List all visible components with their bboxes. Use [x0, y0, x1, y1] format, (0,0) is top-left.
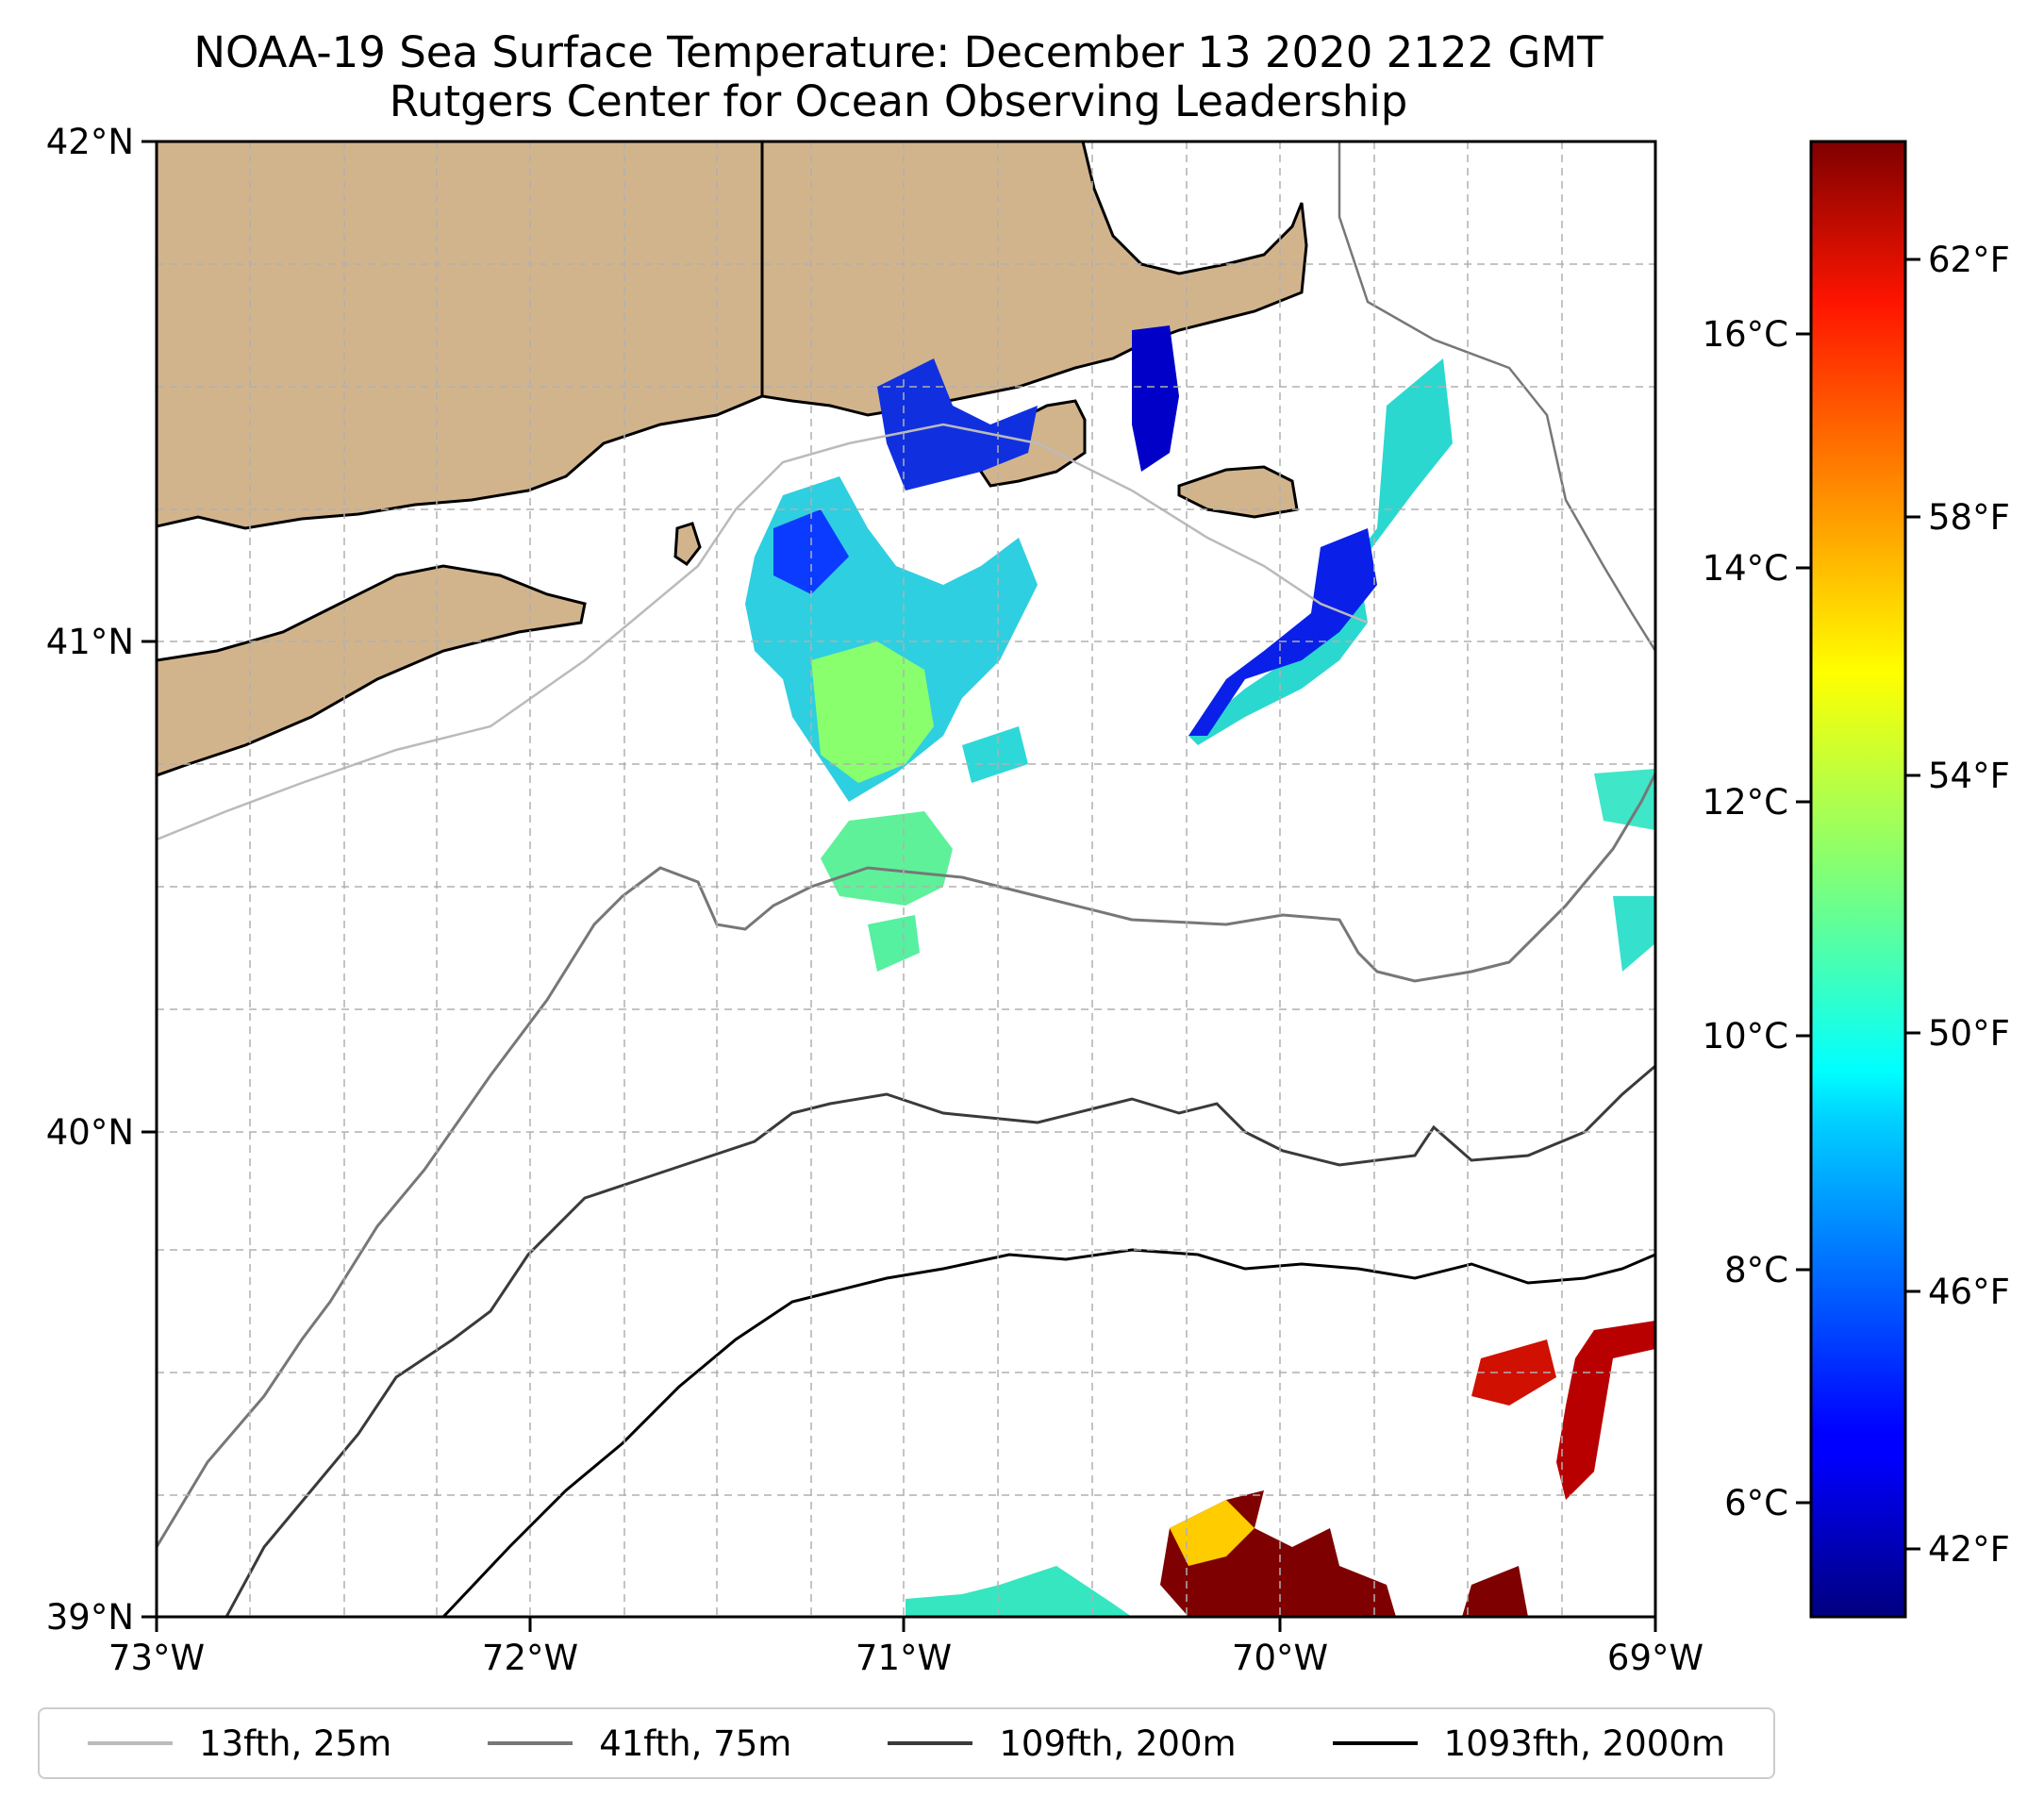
colorbar-fahrenheit-label: 42°F	[1928, 1529, 2010, 1570]
colorbar-celsius-label: 6°C	[1724, 1483, 1788, 1523]
lat-label: 42°N	[46, 122, 134, 162]
contour-legend: 13fth, 25m 41fth, 75m 109fth, 200m 1093f…	[38, 1707, 1775, 1779]
colorbar-celsius-label: 10°C	[1703, 1016, 1788, 1057]
colorbar-fahrenheit-ticks	[1905, 258, 1920, 1551]
contour-75m-north	[1338, 141, 1655, 652]
land-connecticut-rhode-island	[157, 141, 764, 530]
sst-patch-east-nantucket	[1188, 358, 1453, 745]
colorbar-celsius-label: 8°C	[1724, 1250, 1788, 1290]
legend-item-75m: 41fth, 75m	[488, 1723, 791, 1764]
lon-label: 72°W	[482, 1638, 578, 1678]
legend-label: 41fth, 75m	[599, 1722, 792, 1764]
lon-label: 71°W	[856, 1638, 952, 1678]
sst-patch-east-edge-2	[1613, 896, 1655, 972]
sst-patch-small-1	[868, 915, 920, 972]
legend-line-icon	[888, 1741, 973, 1745]
sst-patches	[745, 325, 1655, 1617]
legend-line-icon	[88, 1741, 174, 1745]
axis-ticks	[141, 140, 1657, 1632]
land-areas	[157, 141, 1308, 777]
legend-line-icon	[1332, 1741, 1418, 1745]
colorbar-celsius-label: 12°C	[1703, 782, 1788, 823]
legend-item-200m: 109fth, 200m	[888, 1722, 1237, 1764]
sst-patch-nantucket-sound	[1132, 325, 1179, 472]
colorbar	[1809, 140, 1907, 1619]
legend-item-25m: 13fth, 25m	[88, 1723, 391, 1764]
colorbar-fahrenheit-label: 58°F	[1928, 497, 2010, 538]
lon-label: 70°W	[1232, 1638, 1328, 1678]
sst-patch-ring-1	[1471, 1339, 1556, 1406]
colorbar-fahrenheit-label: 50°F	[1928, 1013, 2010, 1054]
map-frame	[155, 140, 1657, 1619]
map-figure: 42°N 41°N 40°N 39°N 73°W 72°W 71°W 70°W …	[46, 122, 2010, 1678]
legend-label: 13fth, 25m	[199, 1722, 392, 1764]
colorbar-celsius-ticks	[1796, 332, 1811, 1505]
sst-patch-east-blue	[1188, 528, 1377, 736]
sst-patch-south-shelf	[821, 811, 953, 906]
land-block-island	[673, 522, 702, 567]
colorbar-celsius-label: 14°C	[1703, 548, 1788, 589]
legend-label: 109fth, 200m	[999, 1722, 1237, 1764]
lat-label: 41°N	[46, 622, 134, 662]
sst-patch-small-2	[962, 726, 1028, 783]
sst-patch-southwest	[906, 1566, 1132, 1617]
legend-item-2000m: 1093fth, 2000m	[1332, 1722, 1725, 1764]
sst-patch-ring-2	[1556, 1321, 1655, 1500]
sst-patch-east-edge	[1594, 769, 1655, 830]
lat-label: 40°N	[46, 1112, 134, 1153]
sst-patch-buzzards	[877, 358, 1038, 491]
sst-patch-gulf-stream-yellow	[1170, 1500, 1255, 1566]
legend-line-icon	[488, 1741, 573, 1745]
grid-lines	[157, 141, 1655, 1617]
contour-200m	[224, 1064, 1655, 1617]
contour-2000m	[441, 1248, 1655, 1617]
colorbar-fahrenheit-label: 54°F	[1928, 756, 2010, 796]
contour-25m	[157, 423, 1369, 841]
colorbar-fahrenheit-label: 46°F	[1928, 1272, 2010, 1312]
land-massachusetts	[760, 141, 1308, 417]
legend-label: 1093fth, 2000m	[1443, 1722, 1725, 1764]
land-long-island	[157, 564, 587, 777]
colorbar-fahrenheit-label: 62°F	[1928, 240, 2010, 280]
bathymetry-contours	[157, 141, 1655, 1617]
lon-label: 73°W	[108, 1638, 205, 1678]
lat-label: 39°N	[46, 1597, 134, 1638]
map-subtitle: Rutgers Center for Ocean Observing Leade…	[389, 76, 1408, 126]
map-title: NOAA-19 Sea Surface Temperature: Decembe…	[193, 27, 1604, 77]
lon-label: 69°W	[1607, 1638, 1703, 1678]
sst-patch-gulf-stream-east	[1462, 1566, 1528, 1617]
colorbar-celsius-label: 16°C	[1703, 314, 1788, 355]
map-layers	[157, 141, 1655, 1617]
